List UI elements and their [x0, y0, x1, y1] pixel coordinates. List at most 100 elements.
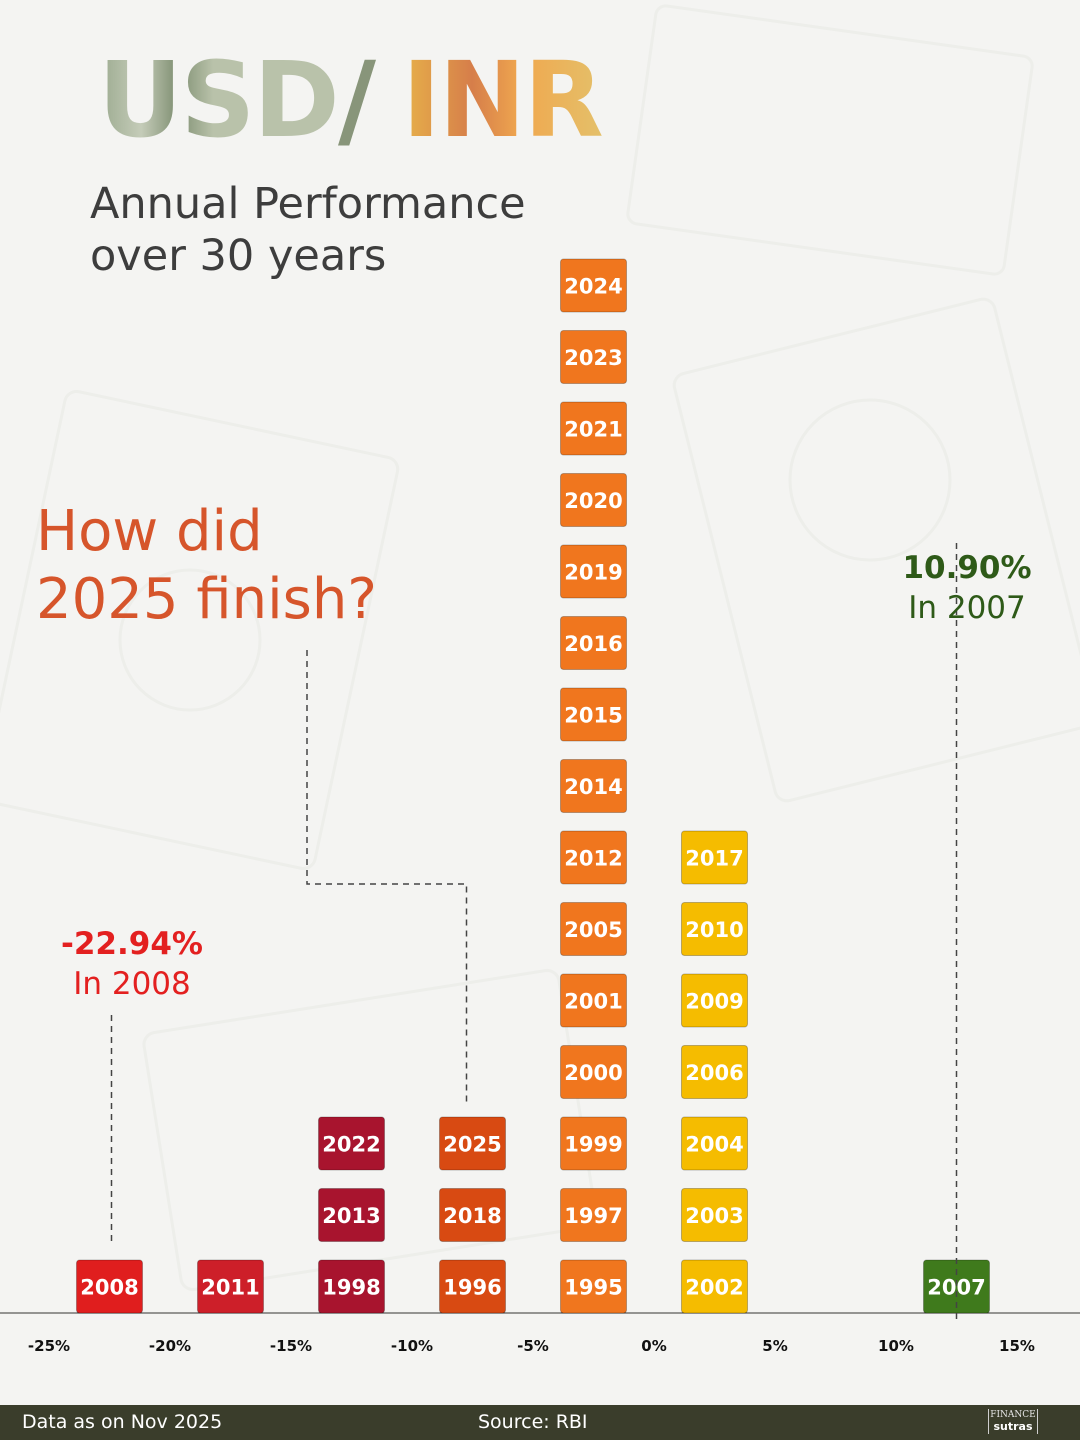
year-tile-label: 2023 — [564, 346, 622, 370]
year-tile-box — [560, 973, 627, 1028]
x-tick-label: 0% — [641, 1337, 666, 1355]
finance-sutras-logo: FINANCE sutras — [988, 1409, 1038, 1434]
year-tile: 2014 — [560, 759, 627, 813]
x-tick-label: -20% — [149, 1337, 191, 1355]
subtitle-line-1: Annual Performance — [90, 179, 526, 229]
year-tile-label: 2003 — [685, 1204, 743, 1228]
year-tile-box — [439, 1116, 506, 1171]
year-tile: 2022 — [318, 1116, 385, 1171]
year-tile: 2019 — [560, 544, 627, 599]
year-tile: 2002 — [681, 1259, 748, 1314]
footer-source: Source: RBI — [478, 1411, 588, 1433]
year-tile-box — [318, 1259, 385, 1314]
year-tile: 1995 — [560, 1259, 627, 1314]
year-tile-label: 2014 — [564, 775, 622, 799]
year-tile-label: 2013 — [322, 1204, 380, 1228]
year-tile-label: 2017 — [685, 847, 743, 871]
year-tile-box — [681, 1116, 748, 1171]
year-tile-label: 2002 — [685, 1276, 743, 1300]
x-tick-label: -25% — [28, 1337, 70, 1355]
title-inr: INR — [402, 39, 604, 161]
year-tile-box — [681, 1188, 748, 1242]
year-tile-label: 2022 — [322, 1133, 380, 1157]
year-tile-label: 2000 — [564, 1061, 622, 1085]
year-tile-label: 2008 — [80, 1276, 138, 1300]
year-tile-box — [318, 1188, 385, 1242]
year-tile-label: 2020 — [564, 489, 622, 513]
year-tile: 2005 — [560, 902, 627, 956]
year-tile: 2008 — [76, 1259, 143, 1314]
year-tile-box — [560, 1259, 627, 1314]
callout-worst-year-text: In 2008 — [73, 966, 191, 1002]
year-tile-label: 2012 — [564, 847, 622, 871]
year-tile: 2021 — [560, 401, 627, 456]
title-usd: USD — [98, 39, 340, 161]
year-tile-box — [560, 330, 627, 384]
year-tile-box — [560, 687, 627, 742]
year-tile-box — [560, 473, 627, 527]
year-tile-box — [439, 1259, 506, 1314]
logo-line-1: FINANCE — [990, 1410, 1036, 1420]
year-tile-label: 2010 — [685, 918, 743, 942]
year-tile-box — [560, 1188, 627, 1242]
year-tile: 2012 — [560, 830, 627, 885]
year-tile: 2025 — [439, 1116, 506, 1171]
year-tile: 2001 — [560, 973, 627, 1028]
question-line-1: How did — [36, 499, 263, 564]
year-tile-label: 2015 — [564, 704, 622, 728]
year-tile-box — [560, 759, 627, 813]
year-tile: 2004 — [681, 1116, 748, 1171]
year-tile-box — [560, 401, 627, 456]
callout-worst-year: -22.94% In 2008 — [50, 924, 214, 1004]
year-tile-label: 2024 — [564, 275, 622, 299]
year-tile: 2023 — [560, 330, 627, 384]
year-tile: 2024 — [560, 258, 627, 313]
year-tile: 2020 — [560, 473, 627, 527]
year-tile-box — [560, 616, 627, 670]
year-tile: 2017 — [681, 830, 748, 885]
year-tile: 1998 — [318, 1259, 385, 1314]
year-tile: 2003 — [681, 1188, 748, 1242]
year-tile: 2009 — [681, 973, 748, 1028]
year-tile-label: 2004 — [685, 1133, 743, 1157]
year-tile: 1996 — [439, 1259, 506, 1314]
year-tile-box — [197, 1259, 264, 1314]
year-tile-label: 1996 — [443, 1276, 501, 1300]
x-tick-label: -15% — [270, 1337, 312, 1355]
connector-2025 — [306, 650, 468, 1103]
year-tile-box — [439, 1188, 506, 1242]
question-heading: How did 2025 finish? — [36, 498, 377, 634]
year-tile-label: 2021 — [564, 418, 622, 442]
x-tick-label: -10% — [391, 1337, 433, 1355]
question-line-2: 2025 finish? — [36, 567, 378, 632]
year-tile: 2006 — [681, 1045, 748, 1099]
callout-best-year-text: In 2007 — [908, 590, 1026, 626]
year-tile-box — [318, 1116, 385, 1171]
year-tile-box — [560, 902, 627, 956]
year-tile-label: 2011 — [201, 1276, 259, 1300]
year-tile: 2015 — [560, 687, 627, 742]
year-tile: 2011 — [197, 1259, 264, 1314]
x-tick-label: 10% — [878, 1337, 914, 1355]
year-tile-label: 2025 — [443, 1133, 501, 1157]
year-tile-label: 2019 — [564, 561, 622, 585]
callout-best-year: 10.90% In 2007 — [896, 548, 1038, 628]
year-tile: 2000 — [560, 1045, 627, 1099]
year-tile-label: 1995 — [564, 1276, 622, 1300]
year-tile-box — [681, 1045, 748, 1099]
year-tile-label: 2006 — [685, 1061, 743, 1085]
year-tile-box — [681, 1259, 748, 1314]
year-tile: 2010 — [681, 902, 748, 956]
footer-bar: Data as on Nov 2025 Source: RBI FINANCE … — [0, 1405, 1080, 1440]
chart-subtitle: Annual Performance over 30 years — [90, 178, 526, 282]
year-tile-box — [560, 1045, 627, 1099]
x-tick-label: 15% — [999, 1337, 1035, 1355]
year-tile-box — [560, 1116, 627, 1171]
callout-best-pct: 10.90% — [902, 550, 1032, 586]
callout-worst-pct: -22.94% — [61, 926, 203, 962]
title-slash: / — [338, 39, 376, 161]
year-tile-label: 2009 — [685, 990, 743, 1014]
logo-line-2: sutras — [993, 1420, 1033, 1433]
year-tile-label: 2005 — [564, 918, 622, 942]
year-tile-box — [560, 830, 627, 885]
